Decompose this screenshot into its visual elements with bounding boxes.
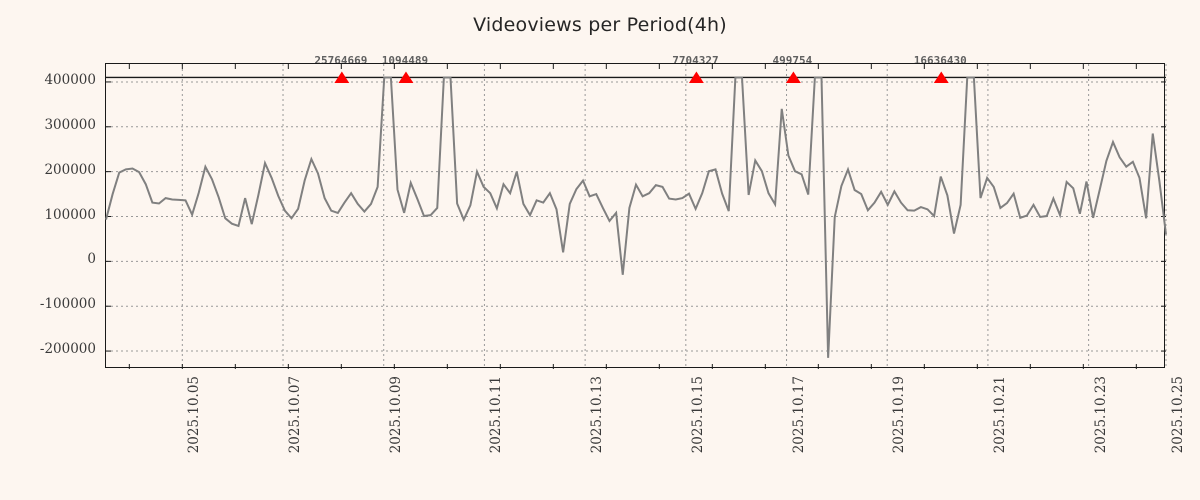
y-axis-tick-label: -200000 [39, 341, 96, 358]
peak-value-label: 16636430 [913, 54, 967, 68]
x-axis-tick-label: 2025.10.13 [589, 376, 606, 454]
x-axis-tick-label: 2025.10.23 [1092, 376, 1109, 454]
peak-marker-triangle[interactable] [398, 71, 414, 83]
plot-area [105, 63, 1167, 369]
x-axis-tick-label: 2025.10.05 [186, 376, 203, 454]
y-axis-tick-label: 300000 [44, 116, 96, 133]
x-axis-tick-label: 2025.10.19 [891, 376, 908, 454]
peak-markers[interactable] [106, 64, 1166, 369]
y-axis-tick-label: -100000 [39, 296, 96, 313]
x-axis-tick-label: 2025.10.15 [689, 376, 706, 454]
data-series-line [105, 76, 1167, 358]
y-axis-tick-label: 0 [87, 251, 96, 268]
peak-value-label: 7704327 [672, 54, 719, 68]
chart-title: Videoviews per Period(4h) [473, 14, 727, 36]
x-axis-tick-label: 2025.10.21 [991, 376, 1008, 454]
x-axis-tick-label: 2025.10.07 [287, 376, 304, 454]
peak-marker-triangle[interactable] [785, 71, 801, 83]
x-axis-tick-label: 2025.10.11 [488, 376, 505, 454]
y-axis-tick-label: 100000 [44, 206, 96, 223]
gridlines [106, 64, 1167, 369]
y-axis-tick-label: 400000 [44, 71, 96, 88]
y-axis-tick-label: 200000 [44, 161, 96, 178]
x-axis-tick-label: 2025.10.25 [1170, 376, 1186, 454]
peak-marker-triangle[interactable] [334, 71, 350, 83]
peak-value-label: 1094489 [381, 54, 429, 68]
x-axis-tick-label: 2025.10.09 [387, 376, 404, 454]
peak-value-label: 499754 [772, 54, 813, 68]
peak-marker-triangle[interactable] [933, 71, 949, 83]
x-axis-tick-label: 2025.10.17 [790, 376, 807, 454]
peak-marker-triangle[interactable] [688, 71, 704, 83]
peak-value-label: 25764669 [314, 54, 368, 68]
